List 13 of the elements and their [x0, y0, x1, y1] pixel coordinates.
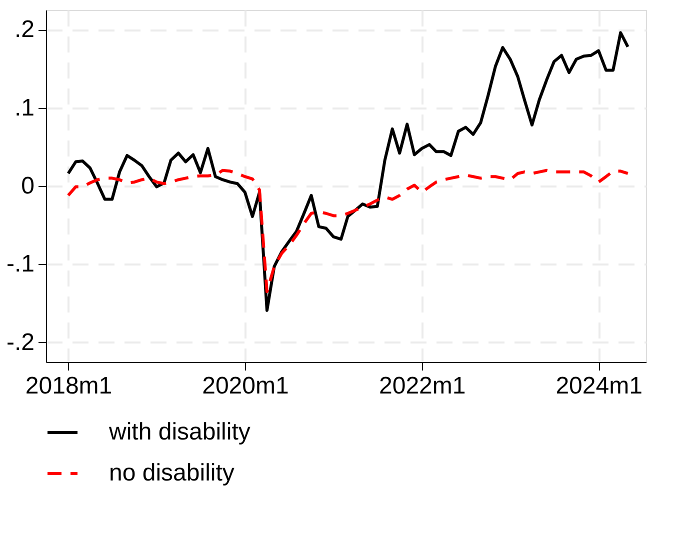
x-tick-label: 2018m1: [25, 372, 112, 400]
y-tick-label: .1: [14, 94, 34, 122]
line-series: [66, 168, 630, 294]
x-tick-label: 2024m1: [556, 372, 642, 400]
y-tick-label: -.2: [6, 328, 34, 356]
x-tick-label: 2020m1: [202, 372, 289, 400]
y-tick-label: .2: [14, 16, 34, 44]
y-tick-label: -.1: [6, 250, 34, 278]
legend-label: with disability: [108, 418, 250, 446]
y-tick-label: 0: [21, 172, 34, 200]
x-tick-label: 2022m1: [379, 372, 466, 400]
line-series: [66, 31, 630, 312]
legend-label: no disability: [109, 460, 234, 486]
